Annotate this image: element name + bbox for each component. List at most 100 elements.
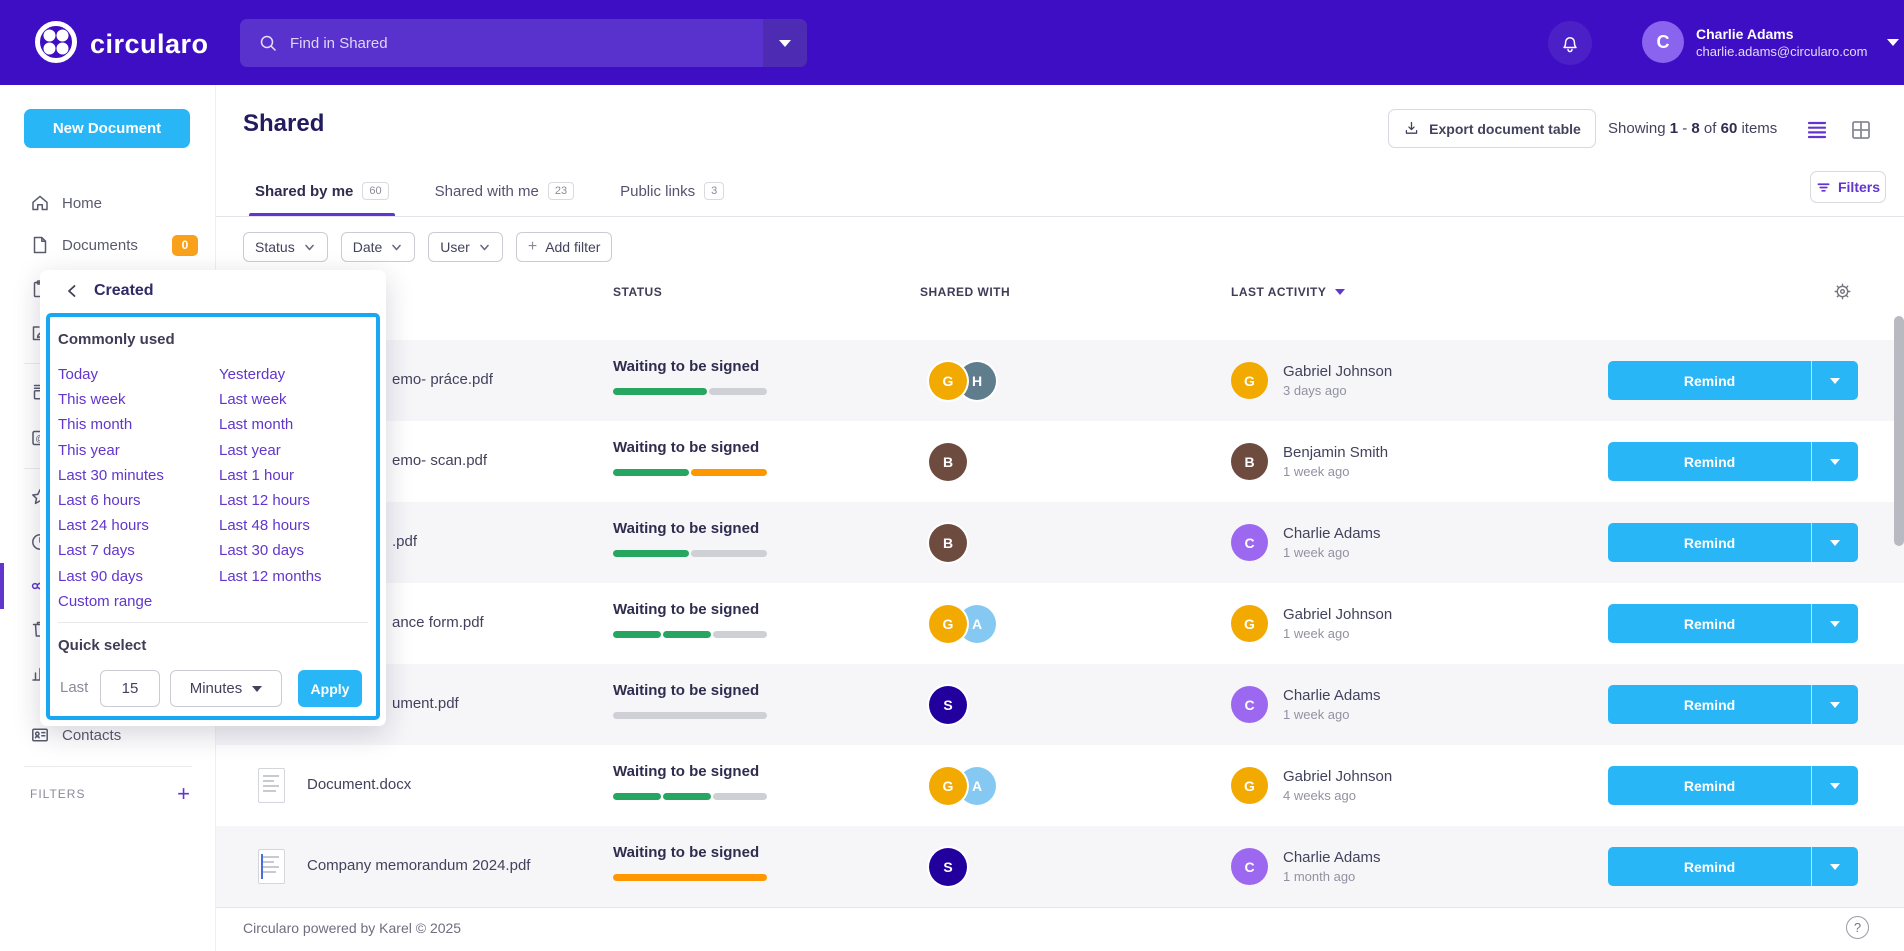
filter-funnel-icon [1817,182,1830,192]
sidebar-item-document[interactable]: Documents 0 [0,230,216,260]
list-view-toggle[interactable] [1805,118,1829,142]
table-row[interactable]: .pdf Waiting to be signed B C Charlie Ad… [216,502,1904,583]
vertical-scrollbar[interactable] [1894,316,1904,546]
date-option-last-24-hours[interactable]: Last 24 hours [58,517,149,535]
remind-dropdown-button[interactable] [1812,766,1858,805]
shared-with-avatar: G [929,362,967,400]
remind-dropdown-button[interactable] [1812,685,1858,724]
document-name[interactable]: ument.pdf [392,695,459,712]
table-settings-button[interactable] [1832,281,1853,302]
remind-dropdown-button[interactable] [1812,523,1858,562]
activity-user-name: Benjamin Smith [1283,444,1389,461]
search-scope-dropdown[interactable] [763,19,807,67]
filter-chip-date[interactable]: Date [340,232,416,262]
remind-dropdown-button[interactable] [1812,361,1858,400]
date-option-last-year[interactable]: Last year [219,441,281,459]
tabs-row: Shared by me 60 Shared with me 23 Public lin… [216,160,1904,217]
remind-button[interactable]: Remind [1608,847,1812,886]
remind-dropdown-button[interactable] [1812,442,1858,481]
filter-chip-user[interactable]: User [428,232,503,262]
status-text: Waiting to be signed [613,520,760,537]
progress-segment [613,793,661,800]
remind-button[interactable]: Remind [1608,766,1812,805]
date-option-yesterday[interactable]: Yesterday [219,366,286,383]
remind-dropdown-button[interactable] [1812,604,1858,643]
date-option-last-7-days[interactable]: Last 7 days [58,542,135,560]
status-cell: Waiting to be signed [613,763,773,800]
column-header-last-activity[interactable]: LAST ACTIVITY [1231,285,1346,299]
remind-dropdown-button[interactable] [1812,847,1858,886]
new-document-button[interactable]: New Document [24,109,190,148]
document-name[interactable]: Company memorandum 2024.pdf [307,857,531,874]
document-name[interactable]: emo- práce.pdf [392,371,493,388]
search-input[interactable] [278,34,763,52]
table-row[interactable]: emo- scan.pdf Waiting to be signed B B B… [216,421,1904,502]
date-option-last-30-days[interactable]: Last 30 days [219,542,305,560]
user-menu[interactable]: C Charlie Adams charlie.adams@circularo.… [1642,21,1900,63]
signing-progress-bar [613,631,768,638]
date-option-last-month[interactable]: Last month [219,416,294,434]
date-option-last-week[interactable]: Last week [219,391,287,409]
shared-with-avatar: S [929,848,967,886]
date-option-this-month[interactable]: This month [58,416,133,434]
remind-button[interactable]: Remind [1608,604,1812,643]
add-saved-filter-button[interactable]: + [177,781,190,806]
remind-button[interactable]: Remind [1608,685,1812,724]
export-document-table-button[interactable]: Export document table [1388,109,1596,148]
progress-segment [613,469,689,476]
chevron-down-icon [1830,620,1840,627]
unit-select[interactable]: Minutes [170,670,282,707]
progress-segment [613,550,689,557]
tab-shared-by-me[interactable]: Shared by me 60 [249,182,395,216]
last-activity-cell: C Charlie Adams 1 month ago [1231,848,1381,885]
chevron-down-icon [1830,782,1840,789]
document-name[interactable]: .pdf [392,533,418,550]
date-option-last-12-months[interactable]: Last 12 months [219,567,322,585]
quick-value-input[interactable] [100,670,160,707]
filters-button[interactable]: Filters [1810,171,1886,203]
brand-logo[interactable]: circularo [34,20,209,69]
global-search[interactable] [240,19,807,67]
apply-button[interactable]: Apply [298,670,362,707]
activity-user-name: Charlie Adams [1283,525,1381,542]
sidebar-item-home[interactable]: Home [0,188,216,218]
date-option-last-12-hours[interactable]: Last 12 hours [219,492,310,510]
notifications-button[interactable] [1548,21,1592,65]
remind-button[interactable]: Remind [1608,442,1812,481]
sidebar-item-contacts[interactable]: Contacts [0,720,216,750]
tab-shared-with-me[interactable]: Shared with me 23 [435,182,575,216]
date-option-last-90-days[interactable]: Last 90 days [58,567,144,585]
date-option-this-week[interactable]: This week [58,391,126,409]
remind-button[interactable]: Remind [1608,523,1812,562]
document-name[interactable]: ance form.pdf [392,614,484,631]
date-option-last-1-hour[interactable]: Last 1 hour [219,466,295,484]
back-chevron-icon[interactable] [64,283,80,299]
document-name[interactable]: emo- scan.pdf [392,452,488,469]
date-option-last-30-minutes[interactable]: Last 30 minutes [58,466,164,484]
date-option-this-year[interactable]: This year [58,441,120,459]
filter-chip-status[interactable]: Status [243,232,328,262]
last-activity-cell: G Gabriel Johnson 1 week ago [1231,605,1392,642]
table-row[interactable]: Company memorandum 2024.pdf Waiting to b… [216,826,1904,907]
chip-label: Status [255,239,295,255]
tab-label: Shared by me [255,182,354,200]
tab-count-badge: 23 [547,182,575,200]
document-icon [30,235,50,255]
help-button[interactable]: ? [1846,916,1869,939]
table-row[interactable]: ument.pdf Waiting to be signed S C Charl… [216,664,1904,745]
document-name[interactable]: Document.docx [307,776,412,793]
remind-button[interactable]: Remind [1608,361,1812,400]
grid-view-toggle[interactable] [1849,118,1873,142]
activity-avatar: C [1231,686,1268,723]
status-cell: Waiting to be signed [613,520,773,557]
date-option-last-48-hours[interactable]: Last 48 hours [219,517,310,535]
tab-public-links[interactable]: Public links 3 [620,182,725,216]
date-option-today[interactable]: Today [58,366,99,383]
date-option-last-6-hours[interactable]: Last 6 hours [58,492,141,510]
date-option-custom-range[interactable]: Custom range [58,592,153,610]
add-filter-chip[interactable]: + Add filter [515,232,613,262]
progress-segment [691,469,767,476]
